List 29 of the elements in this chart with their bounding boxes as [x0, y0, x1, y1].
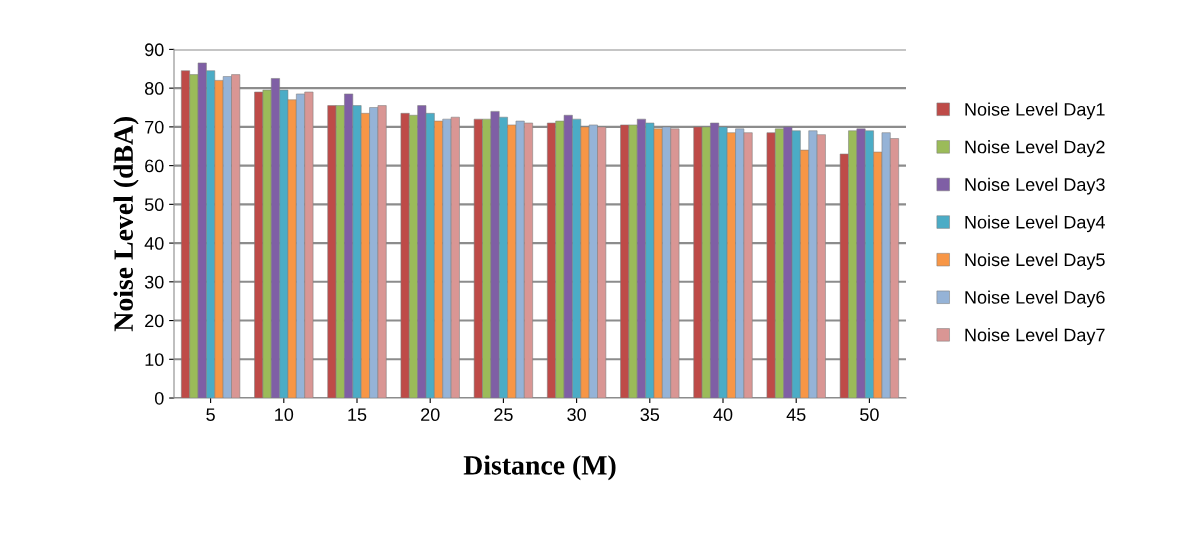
- x-axis-title: Distance (M): [463, 455, 616, 481]
- y-tick-label: 60: [145, 159, 164, 173]
- y-tick-label: 50: [144, 198, 164, 212]
- x-tick-label: 20: [421, 408, 440, 422]
- x-tick-label: 50: [860, 408, 879, 422]
- x-tick-label: 15: [348, 408, 367, 422]
- y-tick-label: 70: [145, 120, 164, 134]
- y-tick-label: 20: [145, 314, 164, 328]
- y-tick-label: 40: [144, 237, 164, 250]
- x-tick-label: 45: [786, 408, 806, 422]
- y-tick-label: 10: [145, 353, 164, 367]
- y-tick-label: 90: [145, 43, 164, 57]
- y-tick-label: 80: [144, 82, 164, 95]
- x-tick-label: 40: [713, 408, 733, 422]
- legend-label: Noise Level Day5: [965, 252, 1105, 270]
- legend-label: Noise Level Day3: [965, 177, 1105, 195]
- y-tick-label: 0: [154, 391, 164, 405]
- legend-label: Noise Level Day1: [965, 102, 1105, 120]
- x-tick-label: 10: [275, 408, 294, 422]
- x-tick-label: 35: [640, 408, 660, 422]
- legend-label: Noise Level Day2: [965, 140, 1105, 157]
- legend-label: Noise Level Day6: [965, 290, 1105, 308]
- x-tick-label: 30: [567, 408, 586, 422]
- legend-label: Noise Level Day4: [965, 215, 1105, 233]
- legend-label: Noise Level Day7: [965, 328, 1105, 345]
- y-tick-label: 30: [144, 275, 164, 289]
- y-axis-title: Noise Level (dBA): [113, 116, 139, 332]
- x-tick-label: 25: [494, 408, 513, 422]
- x-tick-label: 5: [206, 408, 215, 422]
